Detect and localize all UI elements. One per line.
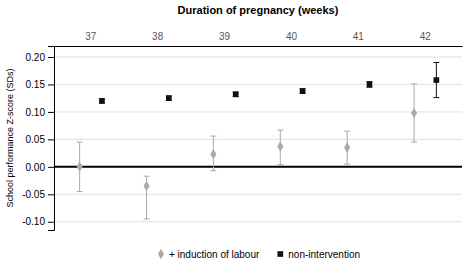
error-bar [366, 82, 372, 87]
y-tick-label: 0.00 [26, 162, 46, 173]
error-bar [166, 96, 172, 100]
x-tick-label: 40 [286, 31, 298, 42]
grid-line [54, 194, 462, 195]
reference-line [54, 166, 462, 168]
x-tick: 41 [353, 31, 365, 42]
y-tick-label: 0.20 [26, 52, 46, 63]
title: Duration of pregnancy (weeks) [178, 4, 339, 16]
point [277, 141, 283, 152]
series [99, 62, 439, 103]
plot-area [54, 62, 462, 219]
error-bar [77, 142, 83, 191]
grid-line [54, 56, 462, 57]
grid-line [54, 111, 462, 112]
legend-item: + induction of labour [158, 249, 260, 260]
y-tick: -0.10 [22, 216, 54, 227]
error-bar [411, 84, 417, 142]
y-tick-label: -0.10 [22, 216, 45, 227]
x-tick-label: 37 [85, 31, 97, 42]
x-tick: 42 [420, 31, 432, 42]
y-axis-title: School performance Z-score (SDs) [5, 68, 15, 207]
point [233, 92, 239, 98]
y-tick: 0.10 [26, 107, 54, 118]
y-tick: 0.20 [26, 52, 54, 63]
point [210, 149, 216, 160]
legend: + induction of labour non-intervention [158, 249, 360, 260]
error-bar [433, 62, 439, 97]
legend-label: non-intervention [288, 249, 360, 260]
y-tick-mark [48, 112, 54, 113]
error-bar [210, 136, 216, 171]
y-tick: 0.05 [26, 134, 54, 145]
x-tick: 37 [85, 31, 97, 42]
error-bar [300, 89, 306, 93]
point [434, 77, 440, 83]
error-bar [344, 131, 350, 164]
chart-container: -0.10 -0.05 0.00 0.05 0.10 0.15 0.20 37 38 39 40 41… [0, 0, 474, 264]
point [166, 95, 172, 101]
y-tick-label: 0.10 [26, 107, 46, 118]
y-tick-mark [48, 139, 54, 140]
x-tick-label: 42 [420, 31, 432, 42]
x-tick: 39 [219, 31, 231, 42]
error-bar [233, 92, 239, 96]
x-tick-label: 39 [219, 31, 231, 42]
y-tick-mark [48, 84, 54, 85]
error-bar [277, 130, 283, 165]
y-axis: -0.10 -0.05 0.00 0.05 0.10 0.15 0.20 [22, 47, 54, 231]
point [77, 162, 83, 173]
legend-label: + induction of labour [169, 249, 260, 260]
grid-line [54, 166, 462, 167]
chart-svg: -0.10 -0.05 0.00 0.05 0.10 0.15 0.20 37 38 39 40 41… [0, 0, 474, 264]
point [99, 98, 105, 104]
point [143, 181, 149, 192]
x-axis-line [55, 46, 463, 47]
point [367, 82, 373, 88]
x-axis: 37 38 39 40 41 42 [55, 31, 463, 47]
legend-symbol [277, 251, 283, 257]
y-tick-label: -0.05 [22, 189, 45, 200]
legend-item: non-intervention [277, 249, 360, 260]
y-tick: -0.05 [22, 189, 54, 200]
point [344, 142, 350, 153]
y-tick-mark [48, 222, 54, 223]
x-tick: 38 [152, 31, 164, 42]
error-bar [144, 176, 150, 219]
point [411, 108, 417, 119]
y-tick-mark [48, 167, 54, 168]
grid-line [54, 139, 462, 140]
x-tick: 40 [286, 31, 298, 42]
y-tick: 0.15 [26, 79, 54, 90]
grid-line [54, 84, 462, 85]
grid [54, 57, 462, 222]
x-tick-label: 41 [353, 31, 365, 42]
y-tick-label: 0.15 [26, 79, 46, 90]
series [77, 84, 418, 219]
y-axis-line [48, 47, 55, 231]
legend-symbol [158, 249, 164, 260]
y-tick-mark [48, 57, 54, 58]
y-tick: 0.00 [26, 162, 54, 173]
point [300, 88, 306, 94]
error-bar [99, 99, 105, 103]
y-tick-label: 0.05 [26, 134, 46, 145]
y-tick-mark [48, 194, 54, 195]
grid-line [54, 221, 462, 222]
x-tick-label: 38 [152, 31, 164, 42]
